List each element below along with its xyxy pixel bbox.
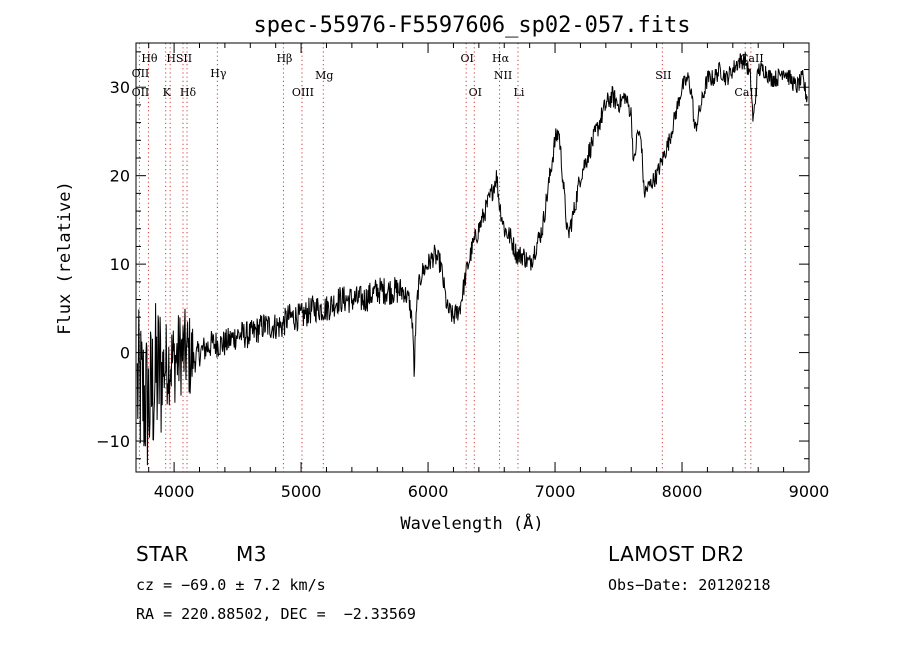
- y-tick-label: 0: [120, 344, 130, 363]
- chart-title: spec-55976-F5597606_sp02-057.fits: [253, 13, 690, 38]
- plot-frame: [135, 42, 810, 473]
- line-label: OII: [132, 67, 150, 80]
- coordinates: RA = 220.88502, DEC = −2.33569: [136, 605, 416, 623]
- spectral-line-markers: [138, 43, 752, 472]
- y-tick-label: 10: [110, 255, 130, 274]
- y-tick-label: 20: [110, 167, 130, 186]
- line-label: Hθ: [141, 52, 158, 65]
- line-label: OI: [469, 86, 482, 99]
- line-label: SII: [176, 52, 192, 65]
- line-label: Hβ: [276, 52, 292, 65]
- line-label: Hδ: [180, 86, 197, 99]
- object-subclass: M3: [236, 542, 267, 566]
- x-tick-label: 6000: [408, 482, 449, 501]
- obs-date: Obs−Date: 20120218: [608, 576, 771, 594]
- line-label: H: [166, 52, 176, 65]
- line-label: K: [163, 86, 172, 99]
- line-label: Li: [514, 86, 525, 99]
- x-tick-label: 8000: [662, 482, 703, 501]
- survey-name: LAMOST DR2: [608, 542, 745, 566]
- line-label: NII: [494, 69, 512, 82]
- axis-ticks: 4000 5000 6000 7000 8000 9000 −10 0 10 20 30: [96, 43, 829, 501]
- x-axis-label: Wavelength (Å): [400, 512, 543, 534]
- line-label: OII: [132, 86, 150, 99]
- line-label: OI: [460, 52, 473, 65]
- spectrum-line: [136, 52, 808, 466]
- line-label: Hα: [492, 52, 510, 65]
- object-class: STAR: [136, 542, 189, 566]
- y-tick-label: 30: [110, 78, 130, 97]
- y-axis-label: Flux (relative): [55, 181, 75, 335]
- y-tick-label: −10: [96, 432, 130, 451]
- line-label: Hγ: [210, 67, 227, 80]
- line-label: SII: [655, 69, 671, 82]
- x-tick-label: 7000: [535, 482, 576, 501]
- line-label: Mg: [315, 69, 333, 82]
- x-tick-label: 4000: [154, 482, 195, 501]
- x-tick-label: 9000: [789, 482, 830, 501]
- redshift-value: cz = −69.0 ± 7.2 km/s: [136, 576, 326, 594]
- line-label: CaII: [740, 52, 764, 65]
- line-label: OIII: [292, 86, 314, 99]
- x-tick-label: 5000: [281, 482, 322, 501]
- line-label: CaII: [734, 86, 758, 99]
